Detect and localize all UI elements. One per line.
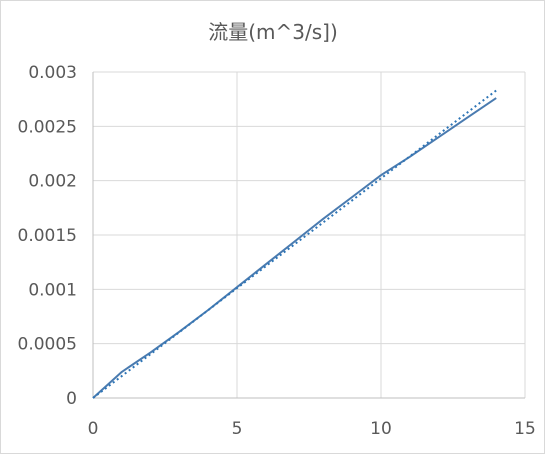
y-tick-label: 0.0015 [18, 226, 77, 246]
series-group [92, 89, 497, 399]
y-tick-label: 0.0005 [18, 335, 77, 355]
y-tick-label: 0.003 [28, 63, 77, 83]
y-tick-label: 0.001 [28, 280, 77, 300]
y-tick-labels: 0 0.0005 0.001 0.0015 0.002 0.0025 0.003 [18, 63, 77, 409]
axes [92, 72, 525, 399]
x-tick-label: 0 [88, 419, 99, 439]
x-tick-label: 15 [514, 419, 536, 439]
chart-title: 流量(m^3/s]) [208, 20, 338, 44]
x-tick-labels: 0 5 10 15 [88, 419, 536, 439]
x-tick-label: 10 [370, 419, 392, 439]
x-tick-label: 5 [232, 419, 243, 439]
grid-lines [93, 71, 526, 398]
y-tick-label: 0.0025 [18, 117, 77, 137]
y-tick-label: 0 [66, 389, 77, 409]
trendline-series [92, 89, 497, 399]
y-tick-label: 0.002 [28, 172, 77, 192]
